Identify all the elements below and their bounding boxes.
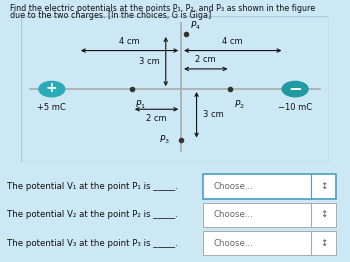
Text: 3 cm: 3 cm	[203, 110, 223, 119]
Circle shape	[282, 81, 308, 97]
Text: 2 cm: 2 cm	[196, 55, 216, 64]
Text: 2 cm: 2 cm	[146, 114, 167, 123]
Bar	[21, 16, 329, 162]
Text: $P_2$: $P_2$	[233, 98, 244, 111]
FancyBboxPatch shape	[203, 231, 336, 255]
Text: Choose...: Choose...	[214, 210, 253, 219]
Text: $P_4$: $P_4$	[190, 20, 202, 32]
Text: −10 mC: −10 mC	[278, 103, 312, 112]
Text: The potential V₃ at the point P₃ is _____.: The potential V₃ at the point P₃ is ____…	[7, 239, 178, 248]
Text: $P_1$: $P_1$	[135, 98, 146, 111]
Text: −: −	[288, 79, 302, 97]
Text: Choose...: Choose...	[214, 182, 253, 191]
Text: +: +	[46, 81, 58, 95]
Text: The potential V₁ at the point P₁ is _____.: The potential V₁ at the point P₁ is ____…	[7, 182, 178, 191]
Text: Choose...: Choose...	[214, 239, 253, 248]
Circle shape	[39, 81, 65, 97]
Text: 4 cm: 4 cm	[223, 37, 243, 46]
Text: $P_3$: $P_3$	[160, 133, 170, 146]
FancyBboxPatch shape	[203, 203, 336, 227]
Text: ↕: ↕	[320, 239, 328, 248]
Text: ↕: ↕	[320, 210, 328, 219]
Text: 4 cm: 4 cm	[119, 37, 140, 46]
Text: ↕: ↕	[320, 182, 328, 191]
FancyBboxPatch shape	[203, 174, 336, 199]
Text: The potential V₂ at the point P₂ is _____.: The potential V₂ at the point P₂ is ____…	[7, 210, 178, 219]
Text: +5 mC: +5 mC	[37, 103, 66, 112]
Text: 3 cm: 3 cm	[139, 57, 160, 66]
Text: due to the two charges. [In the choices, G is Giga]: due to the two charges. [In the choices,…	[10, 11, 212, 20]
Text: Find the electric potentials at the points P₁, P₂, and P₃ as shown in the figure: Find the electric potentials at the poin…	[10, 4, 316, 13]
